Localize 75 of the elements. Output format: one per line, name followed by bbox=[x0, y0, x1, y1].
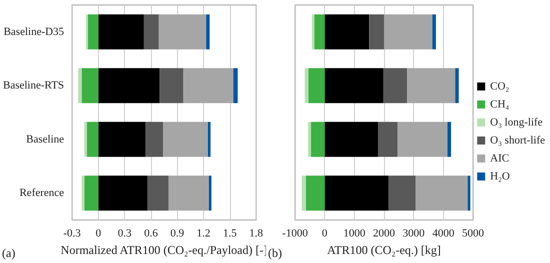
bar bbox=[88, 14, 98, 50]
bar bbox=[324, 122, 378, 157]
bar bbox=[384, 14, 432, 50]
bar bbox=[98, 14, 144, 50]
bar bbox=[455, 68, 459, 104]
bar bbox=[86, 122, 98, 157]
bar bbox=[98, 122, 146, 157]
bar bbox=[98, 68, 160, 104]
bar bbox=[388, 176, 416, 211]
bar bbox=[158, 14, 206, 50]
bar bbox=[304, 68, 308, 104]
y-tick-label: Baseline-RTS bbox=[2, 80, 64, 92]
bar bbox=[144, 14, 159, 50]
bar bbox=[163, 122, 208, 157]
bar bbox=[306, 176, 325, 211]
bar bbox=[82, 68, 98, 104]
bar bbox=[206, 14, 210, 50]
legend-label: O₃ short-life bbox=[490, 134, 546, 146]
bar bbox=[324, 14, 370, 50]
x-tick-label: -0.3 bbox=[63, 228, 82, 240]
x-tick-label: 0.6 bbox=[144, 228, 158, 240]
bar bbox=[383, 68, 408, 104]
text: (b) bbox=[268, 246, 282, 260]
bar bbox=[407, 68, 456, 104]
x-tick-label: 5000 bbox=[462, 228, 484, 240]
text: (a) bbox=[2, 246, 16, 260]
bar bbox=[208, 122, 211, 157]
x-tick-label: 1.2 bbox=[196, 228, 210, 240]
bar bbox=[468, 176, 470, 211]
x-tick-label: 1.8 bbox=[249, 228, 264, 240]
bar bbox=[308, 68, 325, 104]
bar bbox=[416, 176, 468, 211]
x-tick-label: 1000 bbox=[343, 228, 366, 240]
x-tick-label: 2000 bbox=[373, 228, 396, 240]
bar bbox=[324, 68, 384, 104]
bar bbox=[312, 14, 314, 50]
x-tick-label: 4000 bbox=[432, 228, 455, 240]
bar bbox=[98, 176, 148, 211]
bar bbox=[311, 122, 325, 157]
legend-label: CO₂ bbox=[490, 80, 510, 92]
bar bbox=[84, 176, 98, 211]
x-axis-title: ATR100 (CO₂-eq.) [kg] bbox=[327, 242, 441, 257]
bar bbox=[147, 176, 168, 211]
bar bbox=[314, 14, 325, 50]
x-tick-label: 3000 bbox=[402, 228, 426, 240]
y-tick-label: Reference bbox=[19, 187, 64, 200]
legend-label: H₂O bbox=[490, 170, 510, 182]
x-tick-label: 0 bbox=[96, 228, 102, 240]
x-tick-label: 0.3 bbox=[118, 228, 132, 240]
bar bbox=[82, 176, 84, 211]
x-tick-label: 0 bbox=[322, 228, 328, 240]
bar bbox=[146, 122, 164, 157]
bar bbox=[447, 122, 452, 157]
bar bbox=[183, 68, 234, 104]
y-tick-label: Baseline bbox=[26, 133, 64, 146]
bar bbox=[369, 14, 384, 50]
legend-label: CH₄ bbox=[490, 98, 510, 110]
bar bbox=[308, 122, 312, 157]
x-tick-label: 1.5 bbox=[222, 228, 238, 240]
bar bbox=[398, 122, 448, 157]
x-tick-label: -1000 bbox=[282, 228, 308, 240]
y-tick-label: Baseline-D35 bbox=[4, 26, 65, 38]
bar bbox=[233, 68, 238, 104]
bar bbox=[302, 176, 306, 211]
legend-label: O₃ long-life bbox=[490, 116, 543, 128]
bar bbox=[168, 176, 209, 211]
bar bbox=[78, 68, 82, 104]
bar bbox=[432, 14, 436, 50]
bar bbox=[84, 122, 87, 157]
bar bbox=[208, 176, 212, 211]
bar bbox=[324, 176, 388, 211]
bar bbox=[378, 122, 398, 157]
bar bbox=[160, 68, 184, 104]
x-tick-label: 0.9 bbox=[170, 228, 185, 240]
legend-label: AIC bbox=[490, 152, 510, 164]
